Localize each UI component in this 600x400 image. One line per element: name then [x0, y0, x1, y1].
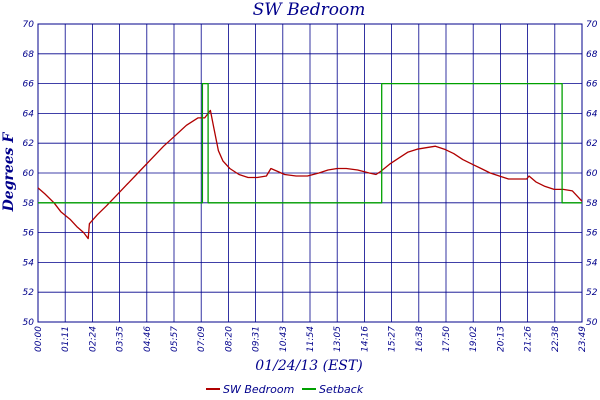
x-tick-label: 17:50 [442, 326, 452, 352]
x-tick-label: 02:24 [88, 326, 98, 352]
y-tick-label: 50 [586, 318, 598, 328]
y-tick-label: 68 [23, 50, 35, 60]
y-tick-label: 70 [586, 20, 598, 30]
x-tick-label: 07:09 [197, 326, 207, 352]
x-tick-label: 11:54 [306, 326, 316, 352]
y-tick-label: 64 [586, 109, 598, 119]
legend-label: Setback [319, 383, 364, 396]
x-tick-label: 13:05 [333, 326, 343, 352]
x-axis-label: 01/24/13 (EST) [255, 358, 362, 374]
x-tick-label: 22:38 [551, 326, 561, 352]
x-tick-label: 23:49 [578, 326, 588, 352]
y-tick-label: 60 [586, 169, 598, 179]
y-tick-label: 56 [586, 229, 598, 239]
y-tick-label: 58 [23, 199, 35, 209]
series-line-sw-bedroom [37, 109, 583, 240]
y-tick-label: 50 [23, 318, 35, 328]
y-tick-label: 52 [23, 288, 35, 298]
x-tick-label: 03:35 [116, 326, 126, 352]
y-tick-label: 66 [586, 80, 598, 90]
x-tick-label: 19:02 [469, 326, 479, 352]
y-tick-label: 60 [23, 169, 35, 179]
x-ticks: 00:00 01:11 02:24 03:35 04:46 05:57 07:09 08:20… [34, 326, 588, 352]
legend-label: SW Bedroom [223, 383, 294, 396]
x-tick-label: 04:46 [143, 326, 153, 352]
x-tick-label: 00:00 [34, 326, 44, 352]
chart-title: SW Bedroom [253, 0, 366, 20]
x-tick-label: 20:13 [496, 326, 506, 352]
y-axis-label: Degrees F [1, 132, 17, 213]
y-tick-label: 62 [23, 139, 35, 149]
legend: SW Bedroom Setback [206, 383, 364, 396]
series-line-setback [38, 82, 582, 204]
grid [37, 23, 583, 323]
y-tick-label: 66 [23, 80, 35, 90]
y-tick-label: 56 [23, 229, 35, 239]
y-tick-label: 52 [586, 288, 598, 298]
x-tick-label: 16:38 [415, 326, 425, 352]
x-tick-label: 15:27 [388, 326, 398, 352]
y-ticks-left: 50 52 54 56 58 60 62 64 66 68 70 [23, 20, 35, 328]
y-tick-label: 54 [586, 258, 598, 268]
y-tick-label: 64 [23, 109, 35, 119]
x-tick-label: 01:11 [61, 326, 71, 352]
x-tick-label: 05:57 [170, 326, 180, 352]
y-tick-label: 54 [23, 258, 35, 268]
y-tick-label: 58 [586, 199, 598, 209]
x-tick-label: 08:20 [224, 326, 234, 352]
series [37, 82, 583, 240]
y-ticks-right: 50 52 54 56 58 60 62 64 66 68 70 [586, 20, 598, 328]
y-tick-label: 62 [586, 139, 598, 149]
x-tick-label: 14:16 [360, 326, 370, 352]
x-tick-label: 10:43 [279, 326, 289, 352]
y-tick-label: 70 [23, 20, 35, 30]
x-tick-label: 09:31 [252, 326, 262, 352]
y-tick-label: 68 [586, 50, 598, 60]
x-tick-label: 21:26 [524, 326, 534, 352]
